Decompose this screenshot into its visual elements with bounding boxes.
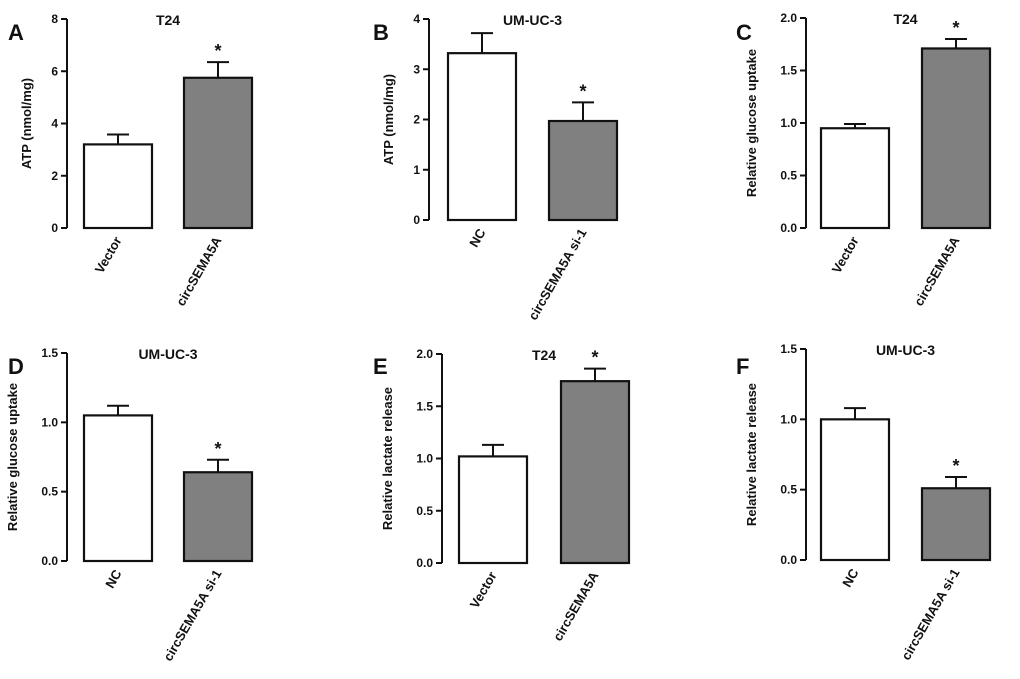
panel-title: UM-UC-3 [138, 346, 197, 362]
bar [547, 119, 619, 222]
bar [446, 52, 518, 222]
significance-marker: * [952, 18, 959, 38]
bar [559, 380, 631, 565]
x-category-label: circSEMA5A [550, 568, 602, 643]
panel-a: A 0 2 4 6 8 ATP (nmol/mg) T24 Vector * circSEMA5A [8, 12, 254, 308]
y-axis-label: Relative lactate release [744, 383, 759, 526]
panel-letter: B [373, 20, 389, 45]
significance-marker: * [214, 439, 221, 459]
y-tick-label: 0.0 [780, 553, 797, 567]
significance-marker: * [952, 456, 959, 476]
panel-c: C 0.0 0.5 1.0 1.5 2.0 Relative glucose uptake T… [736, 11, 992, 308]
x-category-label: circSEMA5A [911, 233, 963, 308]
y-tick-label: 4 [413, 12, 420, 26]
panel-letter: D [8, 354, 24, 379]
y-tick-label: 1.0 [780, 116, 797, 130]
y-tick-label: 1.5 [780, 64, 797, 78]
y-tick-label: 0.0 [41, 554, 58, 568]
y-tick-label: 0 [51, 221, 58, 235]
bar [182, 471, 254, 563]
y-tick-label: 1.0 [41, 415, 58, 429]
bar [182, 76, 254, 230]
x-category-label: NC [839, 565, 862, 589]
y-tick-label: 1.0 [416, 452, 433, 466]
y-tick-label: 1 [413, 163, 420, 177]
bar [920, 47, 992, 230]
panel-title: T24 [156, 12, 180, 28]
panel-title: T24 [532, 347, 556, 363]
y-tick-label: 6 [51, 64, 58, 78]
bar [82, 143, 154, 230]
panel-letter: E [373, 354, 388, 379]
y-tick-label: 0 [413, 213, 420, 227]
bar [457, 455, 529, 565]
y-tick-label: 1.5 [41, 346, 58, 360]
y-tick-label: 0.5 [41, 485, 58, 499]
significance-marker: * [591, 348, 598, 368]
x-category-label: NC [102, 566, 125, 590]
x-category-label: Vector [829, 234, 862, 276]
y-tick-label: 2 [413, 113, 420, 127]
y-tick-label: 0.5 [780, 169, 797, 183]
panel-d: D 0.0 0.5 1.0 1.5 Relative glucose uptake UM-U… [5, 346, 254, 664]
y-tick-label: 1.5 [780, 342, 797, 356]
panel-e: E 0.0 0.5 1.0 1.5 2.0 Relative lactate release… [373, 347, 631, 643]
x-category-label: NC [466, 225, 489, 249]
y-axis-label: ATP (nmol/mg) [19, 78, 34, 169]
significance-marker: * [214, 41, 221, 61]
panel-b: B 0 1 2 3 4 ATP (nmol/mg) UM-UC-3 NC * circSEMA5A … [373, 12, 619, 323]
x-category-label: circSEMA5A si-1 [160, 567, 224, 664]
panel-title: UM-UC-3 [876, 342, 935, 358]
y-tick-label: 2 [51, 169, 58, 183]
y-tick-label: 0.0 [416, 556, 433, 570]
x-category-label: circSEMA5A [173, 233, 225, 308]
y-tick-label: 2.0 [780, 11, 797, 25]
panel-f: F 0.0 0.5 1.0 1.5 Relative lactate release UM-… [736, 342, 992, 663]
y-tick-label: 8 [51, 12, 58, 26]
x-category-label: circSEMA5A si-1 [898, 566, 962, 663]
y-tick-label: 0.0 [780, 221, 797, 235]
y-tick-label: 4 [51, 117, 58, 131]
panel-letter: A [8, 20, 24, 45]
panel-letter: F [736, 354, 749, 379]
bar [819, 418, 891, 562]
x-category-label: circSEMA5A si-1 [525, 226, 589, 323]
y-axis-label: Relative glucose uptake [744, 49, 759, 197]
x-category-label: Vector [92, 234, 125, 276]
y-axis-label: ATP (nmol/mg) [381, 74, 396, 165]
y-tick-label: 0.5 [416, 504, 433, 518]
panel-letter: C [736, 20, 752, 45]
bar [920, 487, 992, 562]
y-axis-label: Relative glucose uptake [5, 383, 20, 531]
significance-marker: * [579, 81, 586, 101]
panel-title: T24 [893, 11, 917, 27]
bar [82, 414, 154, 563]
y-tick-label: 2.0 [416, 347, 433, 361]
y-tick-label: 0.5 [780, 483, 797, 497]
y-axis-label: Relative lactate release [380, 387, 395, 530]
y-tick-label: 1.5 [416, 399, 433, 413]
y-tick-label: 3 [413, 62, 420, 76]
y-tick-label: 1.0 [780, 412, 797, 426]
bar [819, 127, 891, 230]
panel-title: UM-UC-3 [503, 12, 562, 28]
x-category-label: Vector [467, 569, 500, 611]
